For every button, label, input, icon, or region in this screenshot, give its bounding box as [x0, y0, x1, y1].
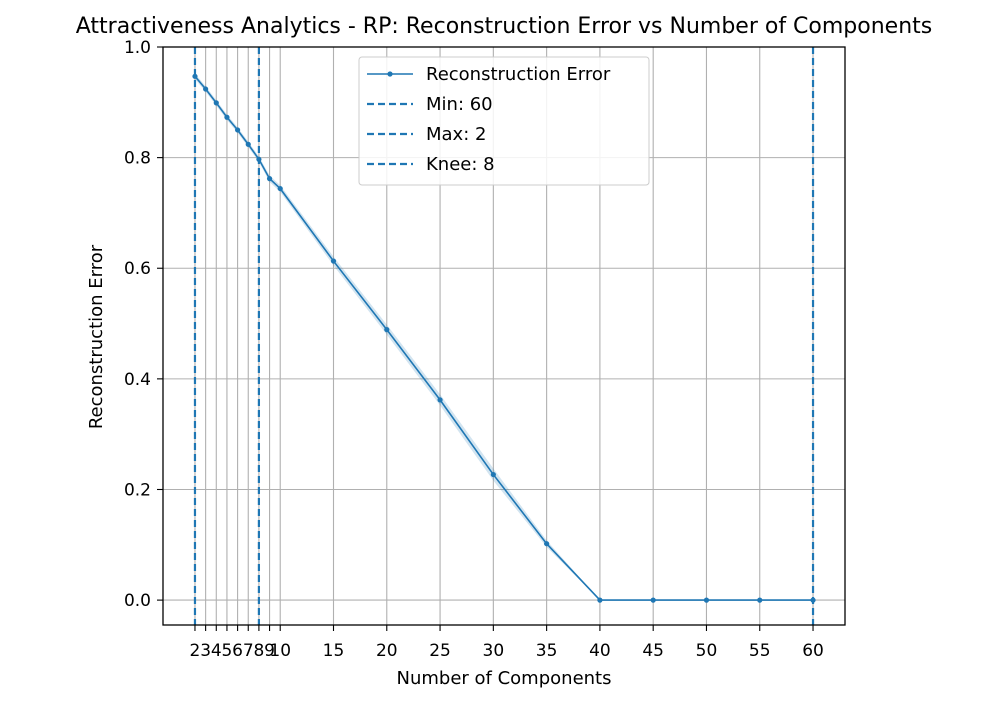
x-tick-label: 35: [536, 641, 558, 661]
x-tick-label: 55: [749, 641, 771, 661]
data-point: [703, 597, 710, 603]
data-point: [490, 471, 496, 478]
data-point: [245, 141, 251, 147]
x-tick-label: 5: [222, 641, 233, 661]
data-point: [203, 86, 209, 92]
legend-label: Reconstruction Error: [426, 64, 611, 85]
legend-label: Knee: 8: [426, 154, 495, 175]
x-axis-ticks: 2 3 4 5 6 7 8 910 15 20 25 30 35 40 45 50 55 60: [190, 625, 824, 661]
legend-label: Max: 2: [426, 124, 486, 145]
x-tick-label: 8: [253, 641, 264, 661]
data-point: [757, 597, 763, 603]
plot-frame: [162, 46, 846, 626]
vertical-lines: [193, 47, 815, 625]
data-point: [224, 114, 230, 120]
x-tick-label: 40: [589, 641, 611, 661]
x-tick-label: 9: [264, 641, 275, 661]
x-tick-label: 2: [190, 641, 201, 661]
x-tick-label: 20: [376, 641, 398, 661]
data-point: [234, 127, 241, 133]
data-point: [544, 541, 550, 547]
series-layer: [192, 73, 816, 603]
x-tick-label: 15: [323, 641, 345, 661]
x-tick-label: 30: [483, 641, 505, 661]
x-tick-label: 4: [211, 641, 222, 661]
x-tick-label: 10: [269, 641, 291, 661]
data-point: [597, 597, 603, 603]
x-tick-label: 45: [642, 641, 664, 661]
data-point: [330, 258, 337, 264]
legend-label: Min: 60: [426, 94, 493, 115]
data-point: [384, 327, 390, 333]
x-axis-label: Number of Components: [397, 668, 612, 689]
x-tick-label: 3: [200, 641, 211, 661]
x-tick-label: 60: [802, 641, 824, 661]
y-tick-label: 0.2: [124, 480, 151, 500]
chart-title: Attractiveness Analytics - RP: Reconstru…: [76, 14, 933, 39]
data-point: [277, 185, 283, 192]
x-tick-label: 50: [696, 641, 718, 661]
x-tick-label: 25: [429, 641, 451, 661]
y-tick-label: 0.6: [124, 259, 151, 279]
x-tick-label: 7: [243, 641, 254, 661]
y-tick-label: 0.4: [124, 370, 151, 390]
data-point: [192, 73, 198, 79]
y-tick-label: 0.8: [124, 149, 151, 169]
legend-box: [358, 56, 650, 186]
y-axis-ticks: 0.0 0.2 0.4 0.6 0.8 1.0: [124, 38, 163, 611]
data-point: [650, 597, 656, 603]
y-axis-label: Reconstruction Error: [86, 244, 107, 429]
legend: Reconstruction Error Min: 60 Max: 2 Knee: 8: [358, 56, 650, 186]
y-tick-label: 1.0: [124, 38, 151, 58]
x-tick-label: 6: [232, 641, 243, 661]
data-point: [266, 176, 273, 182]
data-point: [213, 100, 219, 106]
y-tick-label: 0.0: [124, 591, 151, 611]
legend-marker: [387, 71, 393, 77]
data-point: [437, 397, 443, 403]
